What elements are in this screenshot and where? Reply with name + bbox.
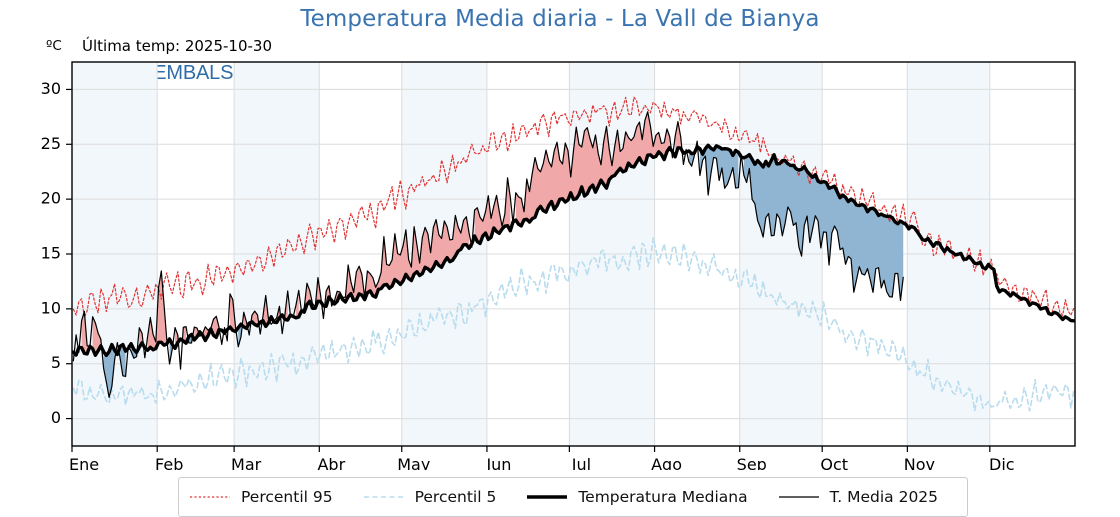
anomaly-fill-cold: [743, 154, 904, 301]
anomaly-fill-warm: [262, 295, 269, 327]
chart-root: Temperatura Media diaria - La Vall de Bi…: [41, 6, 1076, 517]
y-tick-label: 5: [51, 353, 61, 372]
anomaly-fill-cold: [238, 324, 241, 347]
y-tick-label: 30: [41, 79, 61, 98]
x-tick-label: Mar: [231, 455, 262, 470]
x-tick-label: Oct: [820, 455, 848, 470]
series-line-t-media-2025: [72, 111, 904, 399]
legend-label: Percentil 95: [241, 488, 333, 506]
anomaly-fill-warm: [474, 177, 511, 244]
anomaly-fill-cold: [120, 344, 126, 377]
page-title: Temperatura Media diaria - La Vall de Bi…: [300, 6, 820, 32]
legend-label: T. Media 2025: [829, 488, 939, 506]
y-tick-label: 25: [41, 134, 61, 153]
legend-swatch: [190, 496, 230, 498]
anomaly-fill-warm: [334, 215, 470, 304]
last-temp-label: Última temp: 2025-10-30: [82, 37, 273, 55]
y-tick-label: 20: [41, 189, 61, 208]
x-tick-label: Ene: [69, 455, 99, 470]
series-line-percentil-5: [72, 237, 1075, 412]
legend-swatch: [527, 495, 568, 499]
x-tick-label: May: [397, 455, 430, 470]
x-tick-label: Ago: [651, 455, 682, 470]
y-tick-label: 15: [41, 244, 61, 263]
y-axis-unit-label: ºC: [46, 38, 62, 54]
anomaly-fill-warm: [515, 111, 670, 226]
legend-item[interactable]: Temperatura Mediana: [526, 488, 748, 506]
x-tick-label: Abr: [317, 455, 345, 470]
series-line-temperatura-mediana: [71, 143, 1076, 358]
x-tick-label: Jul: [571, 455, 591, 470]
legend-label: Percentil 5: [414, 488, 497, 506]
anomaly-fill-warm: [92, 316, 101, 356]
y-tick-label: 10: [41, 298, 61, 317]
anomaly-fill-warm: [81, 311, 88, 354]
legend-item[interactable]: Percentil 95: [189, 488, 333, 506]
x-tick-label: Jun: [485, 455, 511, 470]
legend-label: Temperatura Mediana: [578, 488, 748, 506]
legend-swatch: [363, 496, 404, 498]
legend-item[interactable]: T. Media 2025: [778, 488, 938, 506]
y-tick-label: 0: [51, 408, 61, 427]
chart-legend: Percentil 95 Percentil 5 Temperatura Media…: [178, 477, 968, 517]
series-layer: [71, 96, 1076, 412]
anomaly-fill-warm: [183, 326, 187, 344]
anomaly-fill-warm: [230, 293, 236, 332]
legend-swatch: [778, 496, 819, 498]
temperature-plot: 0 5 10 15 20 25 30 Ene Feb Mar Abr May Jun Jul Ago Sep O…: [41, 61, 1076, 470]
x-tick-label: Feb: [155, 455, 183, 470]
x-tick-label: Dic: [989, 455, 1015, 470]
tick-labels-layer: 0 5 10 15 20 25 30 Ene Feb Mar Abr May Jun Jul Ago Sep O…: [41, 79, 1015, 470]
x-tick-label: Sep: [737, 455, 767, 470]
legend-item[interactable]: Percentil 5: [363, 488, 497, 506]
x-tick-label: Nov: [904, 455, 935, 470]
